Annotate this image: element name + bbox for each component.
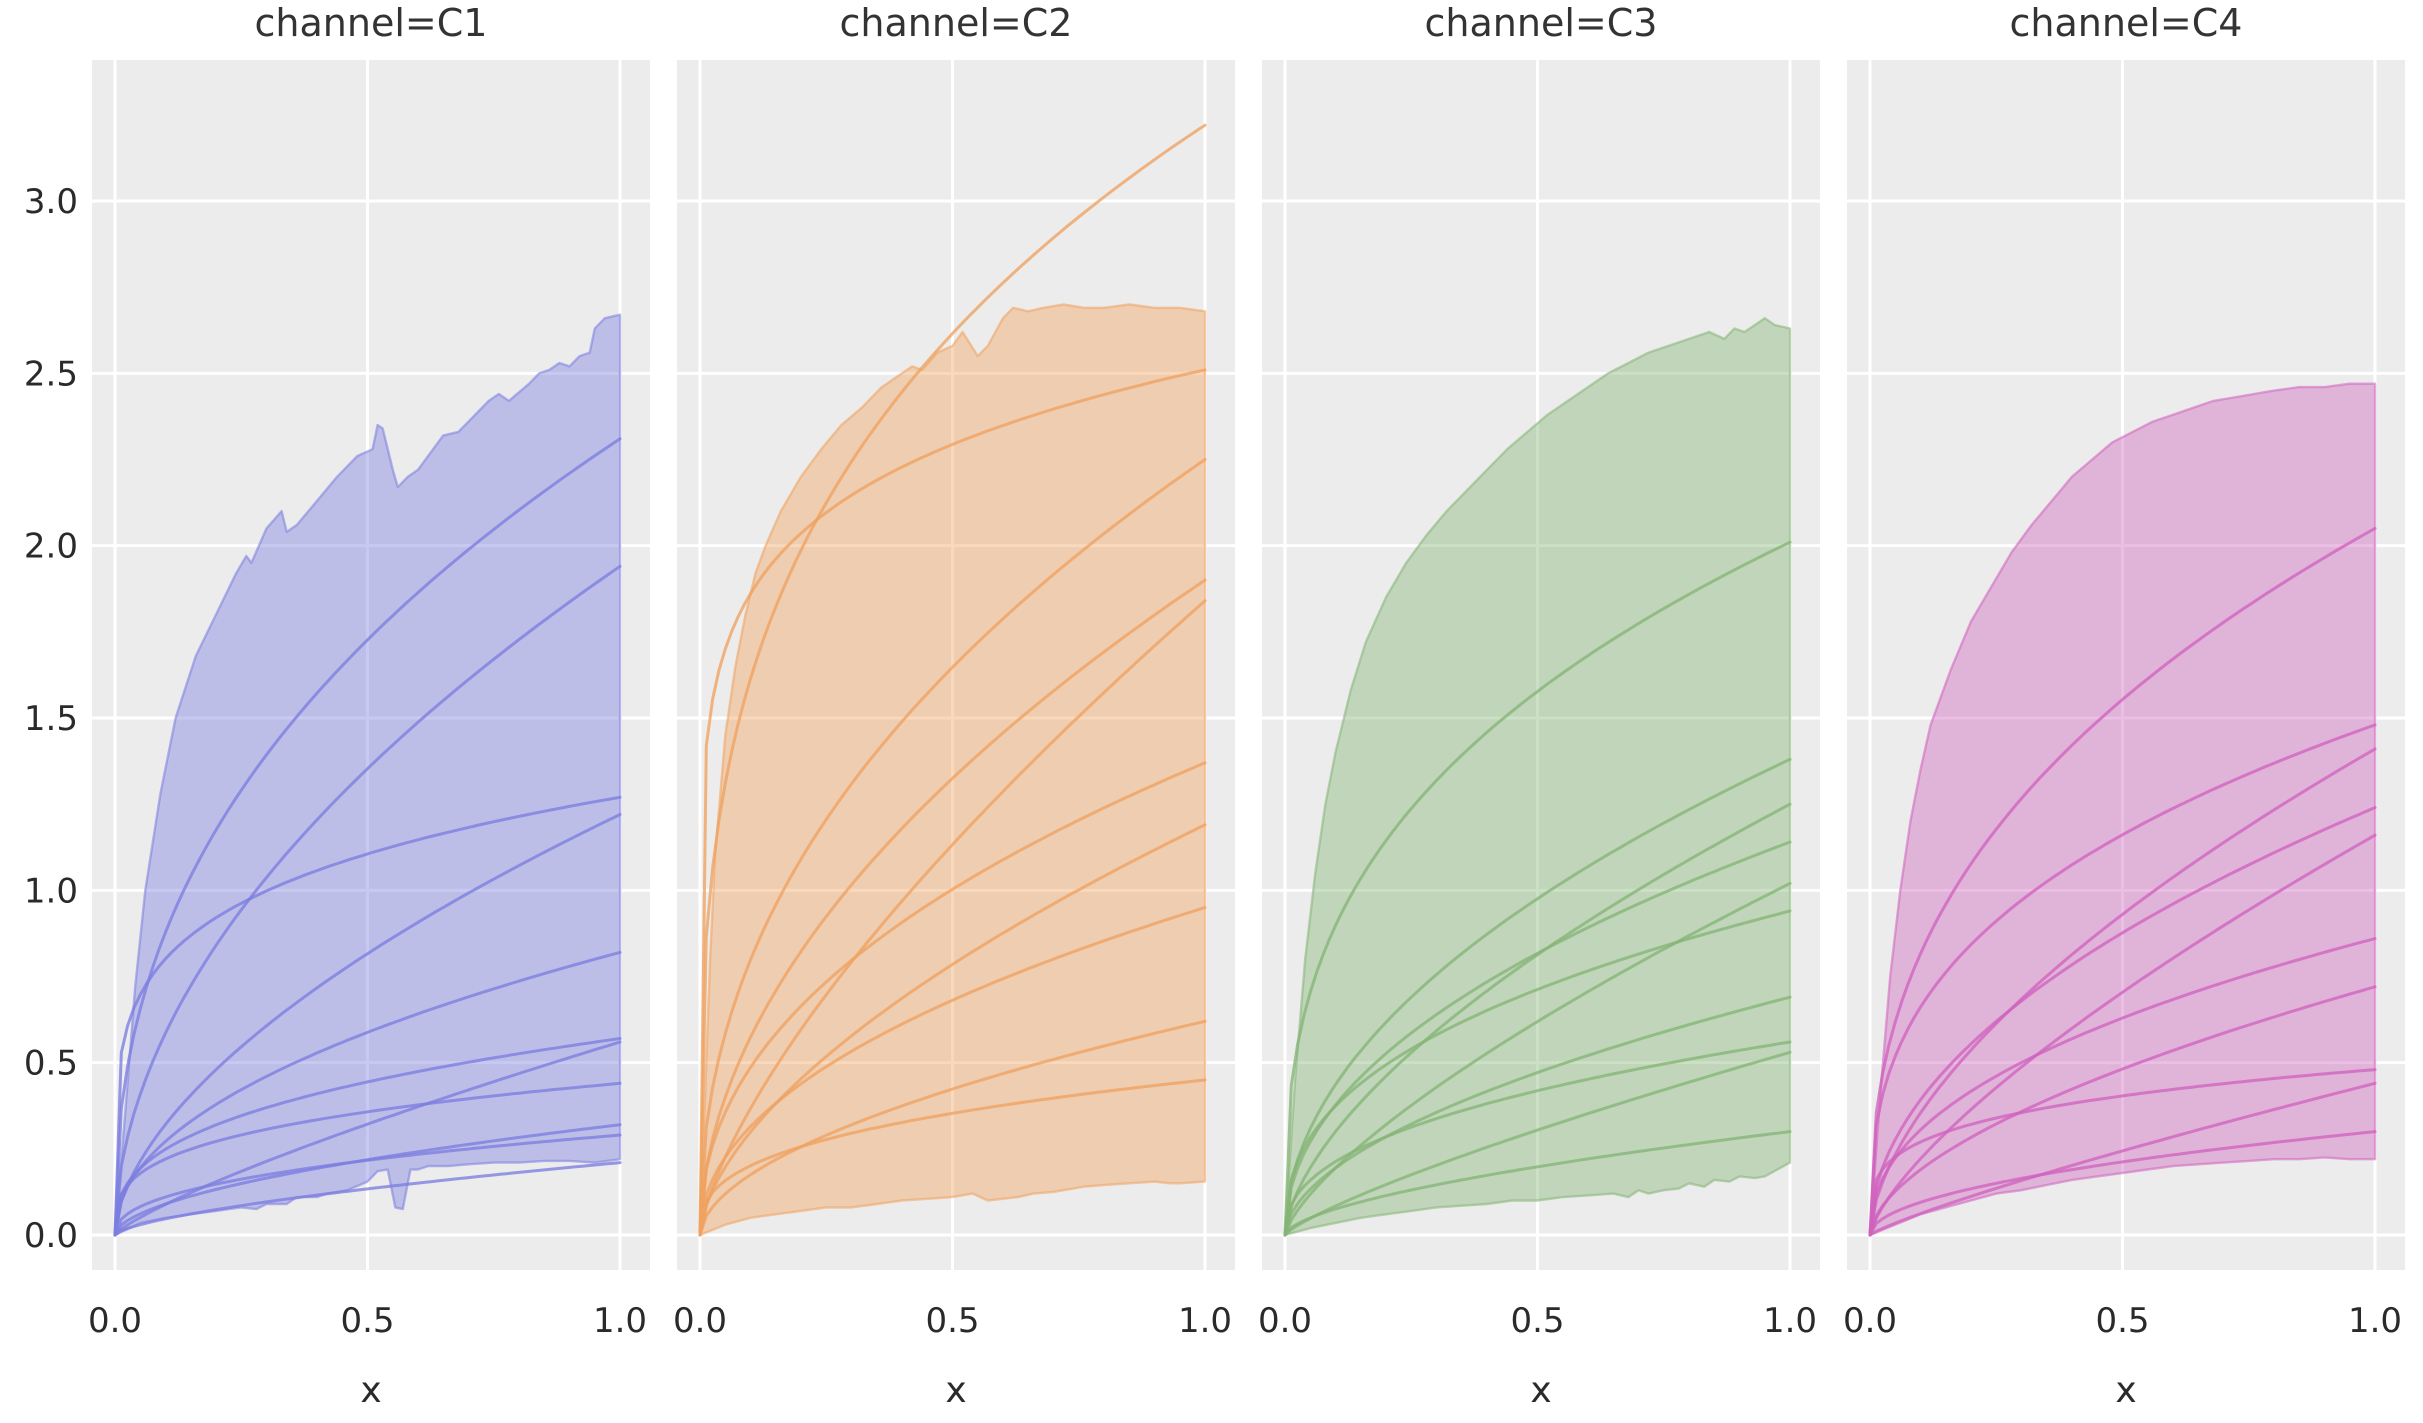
x-tick-label: 0.5 bbox=[925, 1301, 979, 1341]
x-tick-label: 1.0 bbox=[1178, 1301, 1232, 1341]
power-curve-6 bbox=[113, 1037, 622, 1237]
y-tick-label: 0.5 bbox=[24, 1044, 78, 1084]
x-axis-label: x bbox=[360, 1370, 381, 1411]
x-tick-label: 0.0 bbox=[1258, 1301, 1312, 1341]
power-curve-10 bbox=[698, 1078, 1207, 1237]
facet-panel-2: channel=C2 0.0 0.5 1.0 x bbox=[673, 1, 1235, 1411]
y-tick-label: 2.0 bbox=[24, 527, 78, 567]
power-curve-9 bbox=[1868, 1081, 2377, 1237]
power-curve-5 bbox=[113, 950, 622, 1237]
power-curve-4 bbox=[1868, 806, 2377, 1237]
power-curve-2 bbox=[1283, 757, 1792, 1237]
envelope-band bbox=[698, 303, 1207, 1237]
panel-title: channel=C4 bbox=[2010, 1, 2243, 45]
panel-title: channel=C2 bbox=[840, 1, 1073, 45]
power-curve-6 bbox=[698, 761, 1207, 1237]
power-curve-9 bbox=[698, 1019, 1207, 1237]
power-curve-4 bbox=[698, 578, 1207, 1237]
facet-panel-4: channel=C4 0.0 0.5 1.0 x bbox=[1843, 1, 2405, 1411]
power-curve-5 bbox=[698, 599, 1207, 1237]
x-axis-label: x bbox=[1530, 1370, 1551, 1411]
y-tick-label: 2.5 bbox=[24, 354, 78, 394]
y-tick-label: 1.0 bbox=[24, 871, 78, 911]
power-curve-8 bbox=[1283, 1040, 1792, 1237]
power-curve-2 bbox=[113, 564, 622, 1237]
power-curve-4 bbox=[1283, 840, 1792, 1237]
x-tick-label: 0.5 bbox=[340, 1301, 394, 1341]
x-tick-label: 0.0 bbox=[88, 1301, 142, 1341]
x-axis-label: x bbox=[945, 1370, 966, 1411]
y-tick-label: 1.5 bbox=[24, 699, 78, 739]
power-curve-6 bbox=[1868, 937, 2377, 1237]
power-curve-10 bbox=[1283, 1130, 1792, 1237]
power-curve-2 bbox=[698, 368, 1207, 1237]
power-curve-5 bbox=[1868, 833, 2377, 1237]
power-curve-11 bbox=[113, 1161, 622, 1237]
panel-content bbox=[698, 123, 1207, 1237]
facet-panel-3: channel=C3 0.0 0.5 1.0 x bbox=[1258, 1, 1820, 1411]
facet-panel-1: channel=C1 0.0 0.5 1.0 x 0.0 0.5 1.0 1.5 2.0 2.5 3.… bbox=[24, 1, 650, 1411]
panel-title: channel=C1 bbox=[255, 1, 488, 45]
power-curve-10 bbox=[1868, 1130, 2377, 1237]
power-curve-7 bbox=[1283, 995, 1792, 1237]
power-curve-1 bbox=[698, 123, 1207, 1237]
x-tick-label: 1.0 bbox=[593, 1301, 647, 1341]
power-curve-1 bbox=[1283, 540, 1792, 1237]
panel-content bbox=[1283, 317, 1792, 1237]
y-tick-label: 0.0 bbox=[24, 1216, 78, 1256]
envelope-band bbox=[1283, 317, 1792, 1237]
x-tick-label: 1.0 bbox=[1763, 1301, 1817, 1341]
power-curve-3 bbox=[113, 795, 622, 1237]
power-curve-8 bbox=[113, 1081, 622, 1237]
power-curve-6 bbox=[1283, 909, 1792, 1237]
power-curve-5 bbox=[1283, 881, 1792, 1237]
power-curve-1 bbox=[113, 437, 622, 1237]
power-curve-9 bbox=[1283, 1050, 1792, 1237]
x-axis-label: x bbox=[2115, 1370, 2136, 1411]
panel-title: channel=C3 bbox=[1425, 1, 1658, 45]
x-tick-label: 0.0 bbox=[1843, 1301, 1897, 1341]
panel-content bbox=[113, 313, 622, 1237]
power-curve-4 bbox=[113, 813, 622, 1237]
x-tick-label: 0.5 bbox=[1510, 1301, 1564, 1341]
axes-background bbox=[92, 60, 650, 1270]
power-curve-10 bbox=[113, 1133, 622, 1237]
power-curve-8 bbox=[698, 906, 1207, 1237]
power-curve-2 bbox=[1868, 723, 2377, 1237]
x-tick-label: 0.0 bbox=[673, 1301, 727, 1341]
power-curve-3 bbox=[1868, 747, 2377, 1237]
power-curve-7 bbox=[1868, 985, 2377, 1237]
power-curve-1 bbox=[1868, 526, 2377, 1237]
power-curve-3 bbox=[698, 458, 1207, 1237]
panel-content bbox=[1868, 382, 2377, 1237]
x-tick-label: 0.5 bbox=[2095, 1301, 2149, 1341]
power-curve-8 bbox=[1868, 1068, 2377, 1237]
x-tick-label: 1.0 bbox=[2348, 1301, 2402, 1341]
y-tick-label: 3.0 bbox=[24, 182, 78, 222]
axes-background bbox=[1262, 60, 1820, 1270]
